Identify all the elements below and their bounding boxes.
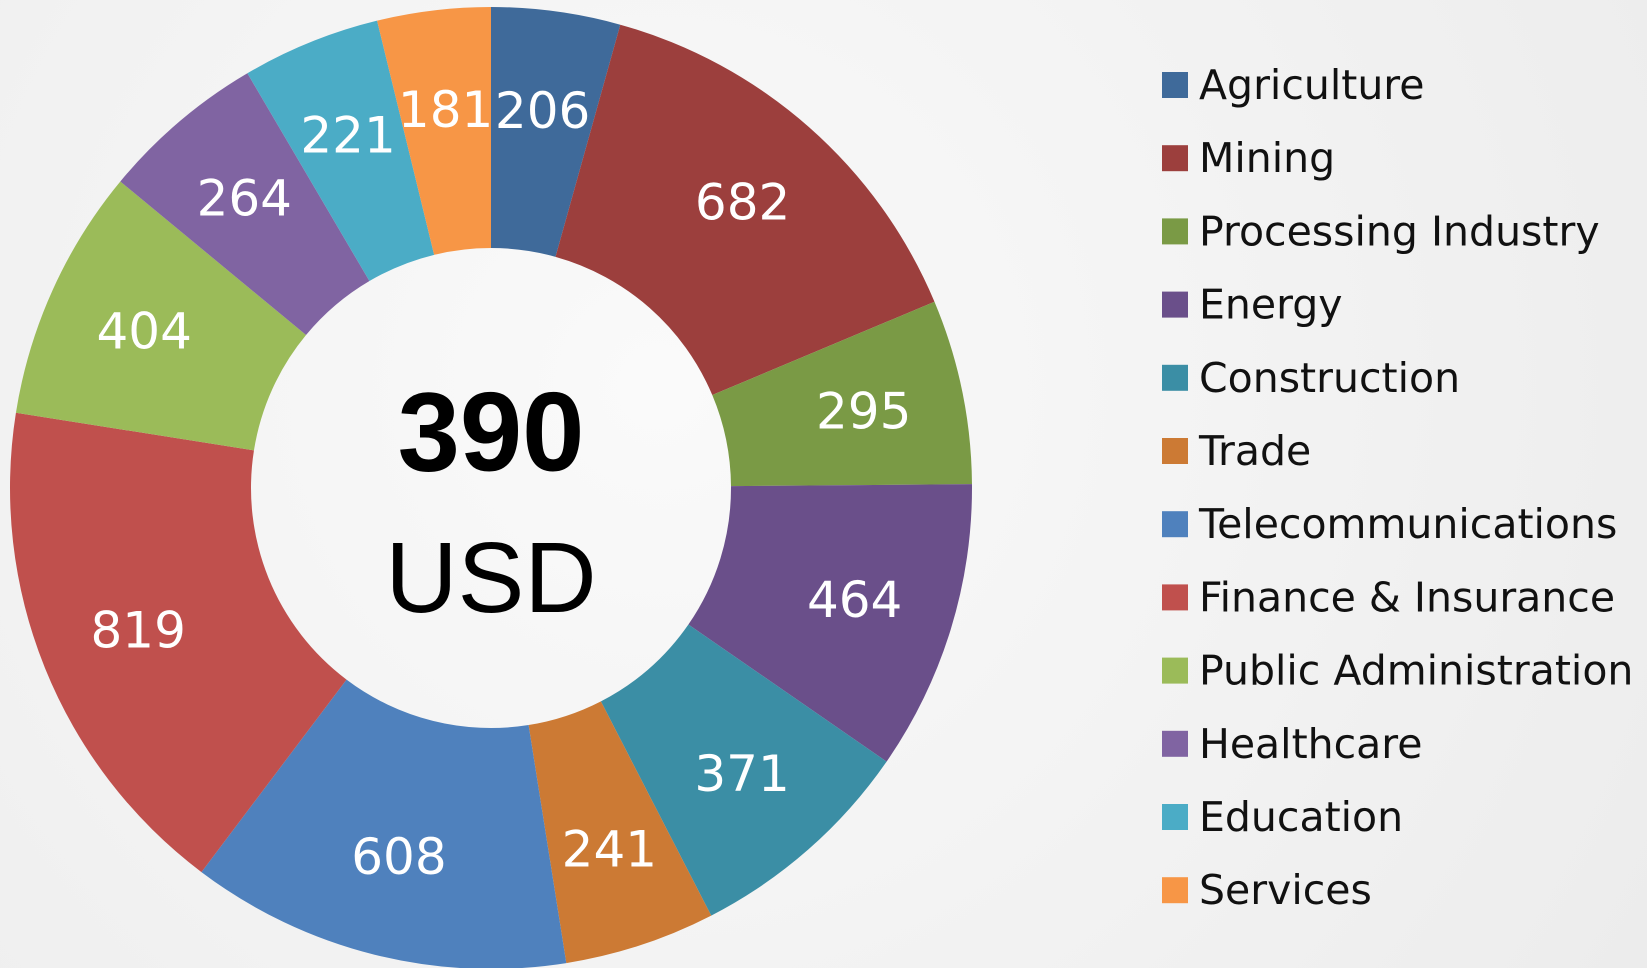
legend-label: Trade	[1198, 427, 1311, 475]
legend-swatch	[1162, 804, 1188, 830]
slice	[15, 181, 307, 451]
slice	[377, 7, 491, 255]
data-label: 608	[351, 828, 446, 886]
data-label: 819	[90, 601, 185, 659]
legend-swatch	[1162, 511, 1188, 538]
slice	[120, 73, 370, 336]
legend-label: Construction	[1199, 354, 1460, 402]
data-label: 241	[562, 821, 657, 879]
slice	[712, 301, 972, 487]
slice	[247, 20, 435, 282]
data-label: 464	[807, 571, 902, 629]
legend-label: Healthcare	[1199, 720, 1422, 768]
legend-swatch	[1162, 218, 1188, 245]
legend-label: Public Administration	[1199, 647, 1633, 695]
legend-swatch	[1162, 145, 1188, 172]
center-value: 390	[398, 370, 585, 495]
legend-swatch	[1162, 438, 1188, 464]
legend-swatch	[1162, 72, 1188, 98]
legend-swatch	[1162, 364, 1188, 391]
slice	[600, 624, 887, 916]
legend-label: Mining	[1199, 134, 1335, 182]
legend-swatch	[1162, 584, 1188, 611]
legend-swatch	[1162, 730, 1188, 757]
data-label: 221	[300, 106, 395, 164]
legend-label: Agriculture	[1199, 61, 1424, 109]
data-label: 264	[197, 169, 292, 227]
data-label: 682	[695, 174, 790, 232]
legend-label: Finance & Insurance	[1199, 573, 1615, 621]
slice	[201, 679, 567, 968]
legend-label: Education	[1199, 793, 1403, 841]
legend-swatch	[1162, 877, 1188, 904]
data-label: 371	[694, 745, 789, 803]
slice	[10, 412, 347, 873]
data-label: 206	[495, 82, 590, 140]
data-label: 404	[96, 302, 191, 360]
legend-label: Services	[1199, 866, 1372, 914]
legend-label: Processing Industry	[1199, 207, 1600, 255]
legend-swatch	[1162, 657, 1188, 684]
legend-label: Energy	[1199, 281, 1343, 329]
slice	[555, 24, 935, 396]
legend-label: Telecommunications	[1198, 500, 1617, 548]
data-label: 181	[398, 81, 493, 139]
slice	[688, 484, 972, 762]
slice	[491, 7, 621, 257]
slice	[528, 701, 712, 964]
legend-swatch	[1162, 291, 1188, 318]
donut	[10, 7, 972, 968]
data-label: 295	[816, 382, 911, 440]
center-unit: USD	[385, 522, 596, 634]
